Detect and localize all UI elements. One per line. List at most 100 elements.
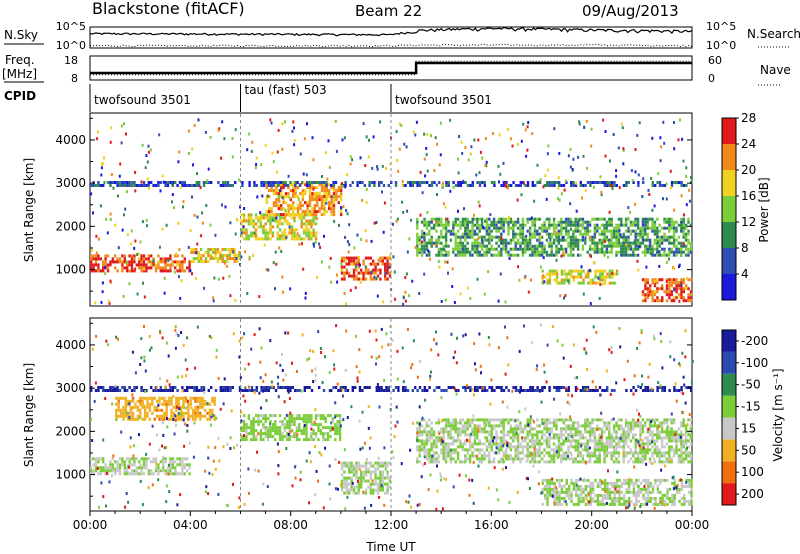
power-cell-scatter [680,194,683,198]
power-cell [605,223,609,227]
power-cell [267,181,270,184]
power-cell [445,181,448,184]
power-cell [459,181,462,184]
velocity-cell [552,460,556,464]
power-cell-scatter [356,233,359,237]
power-cell [552,241,556,245]
power-cell [586,232,589,236]
velocity-cell [488,433,491,437]
velocity-cell [158,408,161,412]
power-cell [646,226,649,230]
power-cell [313,210,316,214]
velocity-cell [423,430,426,434]
power-data [90,114,693,306]
velocity-cell [570,478,573,482]
power-cell [90,266,93,270]
velocity-cell [449,430,453,434]
velocity-cell [560,427,563,431]
power-cell-scatter [120,141,123,145]
power-cell [668,241,671,245]
power-cell-scatter [560,229,563,233]
power-cell [485,253,489,257]
power-cell [320,198,324,202]
power-cell [292,207,295,211]
velocity-cell [500,460,503,464]
power-cell [677,247,681,251]
power-cell-scatter [278,200,281,203]
power-cell-scatter [207,167,210,171]
power-cell [241,184,244,187]
power-cell [290,228,294,232]
power-cell [464,181,467,184]
colorbar-swatch [722,118,736,144]
velocity-cell [452,424,455,428]
velocity-cell [497,418,501,422]
power-cell [624,229,628,233]
velocity-cell [648,418,652,422]
power-cell [461,244,465,248]
velocity-cell [502,427,505,431]
power-cell [610,238,613,242]
power-cell [266,216,270,220]
power-cell [636,226,640,230]
power-cell [636,238,640,242]
power-cell-scatter [487,270,490,274]
power-cell [632,181,635,184]
power-cell [526,244,529,248]
velocity-cell [634,421,637,425]
velocity-cell [381,461,384,465]
power-cell [555,247,558,251]
power-cell [454,223,457,227]
velocity-cell [665,427,669,431]
power-cell [521,229,525,233]
power-cell [223,260,227,263]
power-cell [469,184,472,187]
power-cell [257,219,260,223]
velocity-cell [536,439,539,443]
velocity-cell [90,466,93,470]
power-cell-scatter [653,280,656,284]
power-cell [684,244,688,248]
velocity-cell [684,430,688,434]
velocity-cell [552,451,556,455]
velocity-cell [369,476,372,480]
power-cell [157,184,160,187]
power-cell [222,184,225,187]
velocity-cell [528,460,532,464]
power-cell [622,184,626,187]
velocity-cell [425,421,429,425]
velocity-cell [651,454,654,458]
power-cell [270,184,273,187]
power-cell [312,219,315,223]
velocity-cell [471,433,474,437]
power-cell [226,181,230,184]
velocity-cell [423,442,426,446]
power-cell-scatter [569,165,572,169]
velocity-cell [170,402,173,406]
power-cell-scatter [336,280,339,284]
velocity-cell [627,430,630,434]
power-cell [234,181,237,184]
power-cell [680,287,683,291]
velocity-cell [478,424,481,428]
velocity-cell [490,445,493,449]
velocity-cell [634,451,637,455]
power-cell [308,201,312,205]
velocity-cell [558,481,561,485]
velocity-cell [147,469,150,473]
velocity-cell [608,421,611,425]
power-cell [570,272,573,276]
velocity-cell [612,454,616,458]
velocity-cell [247,432,251,436]
power-cell [516,253,520,257]
velocity-cell [651,418,654,422]
power-cell-scatter [281,196,284,200]
velocity-cell [115,396,118,400]
power-cell [159,260,162,264]
power-cell [199,257,203,260]
velocity-cell [442,442,445,446]
velocity-cell [574,430,577,434]
power-cell-scatter [299,152,302,156]
power-cell [142,254,146,258]
power-cell [493,181,496,184]
